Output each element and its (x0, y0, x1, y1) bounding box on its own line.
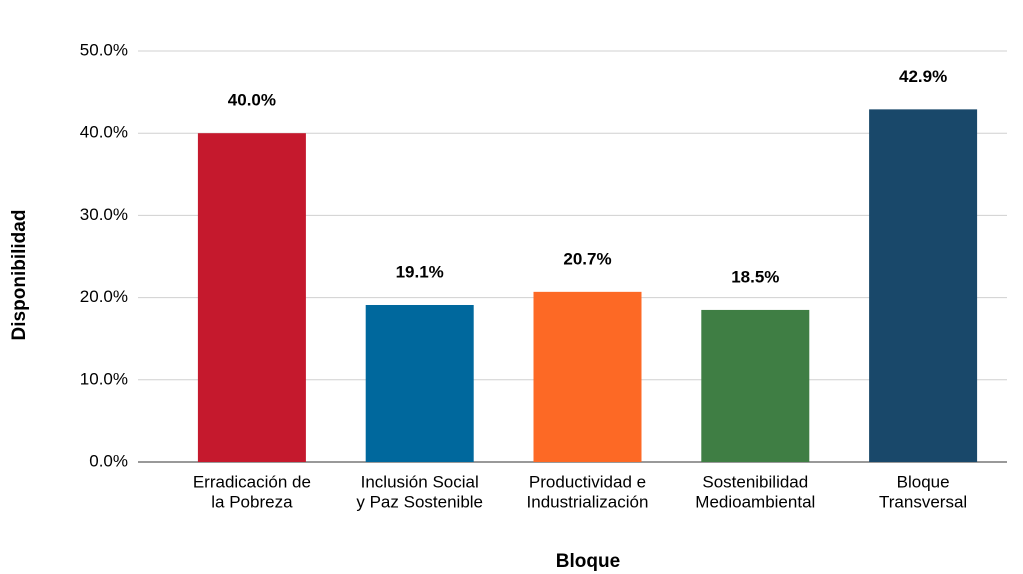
value-label: 42.9% (899, 67, 947, 86)
bar (701, 309, 810, 462)
bar (365, 304, 474, 462)
y-tick-label: 0.0% (89, 451, 128, 470)
value-label: 20.7% (563, 249, 611, 268)
y-tick-label: 20.0% (80, 287, 128, 306)
x-tick-label: Medioambiental (695, 492, 815, 511)
x-tick-label: la Pobreza (211, 492, 293, 511)
y-tick-label: 50.0% (80, 40, 128, 59)
value-label: 18.5% (731, 267, 779, 286)
x-tick-label: y Paz Sostenible (356, 492, 483, 511)
x-tick-label: Transversal (879, 492, 967, 511)
bar (869, 109, 978, 462)
bar (533, 291, 642, 462)
y-tick-label: 30.0% (80, 205, 128, 224)
x-tick-label: Productividad e (529, 472, 646, 491)
x-tick-label: Inclusión Social (361, 472, 479, 491)
x-tick-label: Industrialización (527, 492, 649, 511)
value-label: 19.1% (396, 262, 444, 281)
x-tick-label: Erradicación de (193, 472, 311, 491)
bar (197, 133, 306, 462)
x-axis-title: Bloque (556, 551, 620, 572)
y-tick-label: 10.0% (80, 369, 128, 388)
value-label: 40.0% (228, 91, 276, 110)
y-tick-label: 40.0% (80, 123, 128, 142)
x-tick-label: Sostenibilidad (702, 472, 808, 491)
y-axis-title: Disponibilidad (9, 210, 30, 341)
x-tick-label: Bloque (897, 472, 950, 491)
